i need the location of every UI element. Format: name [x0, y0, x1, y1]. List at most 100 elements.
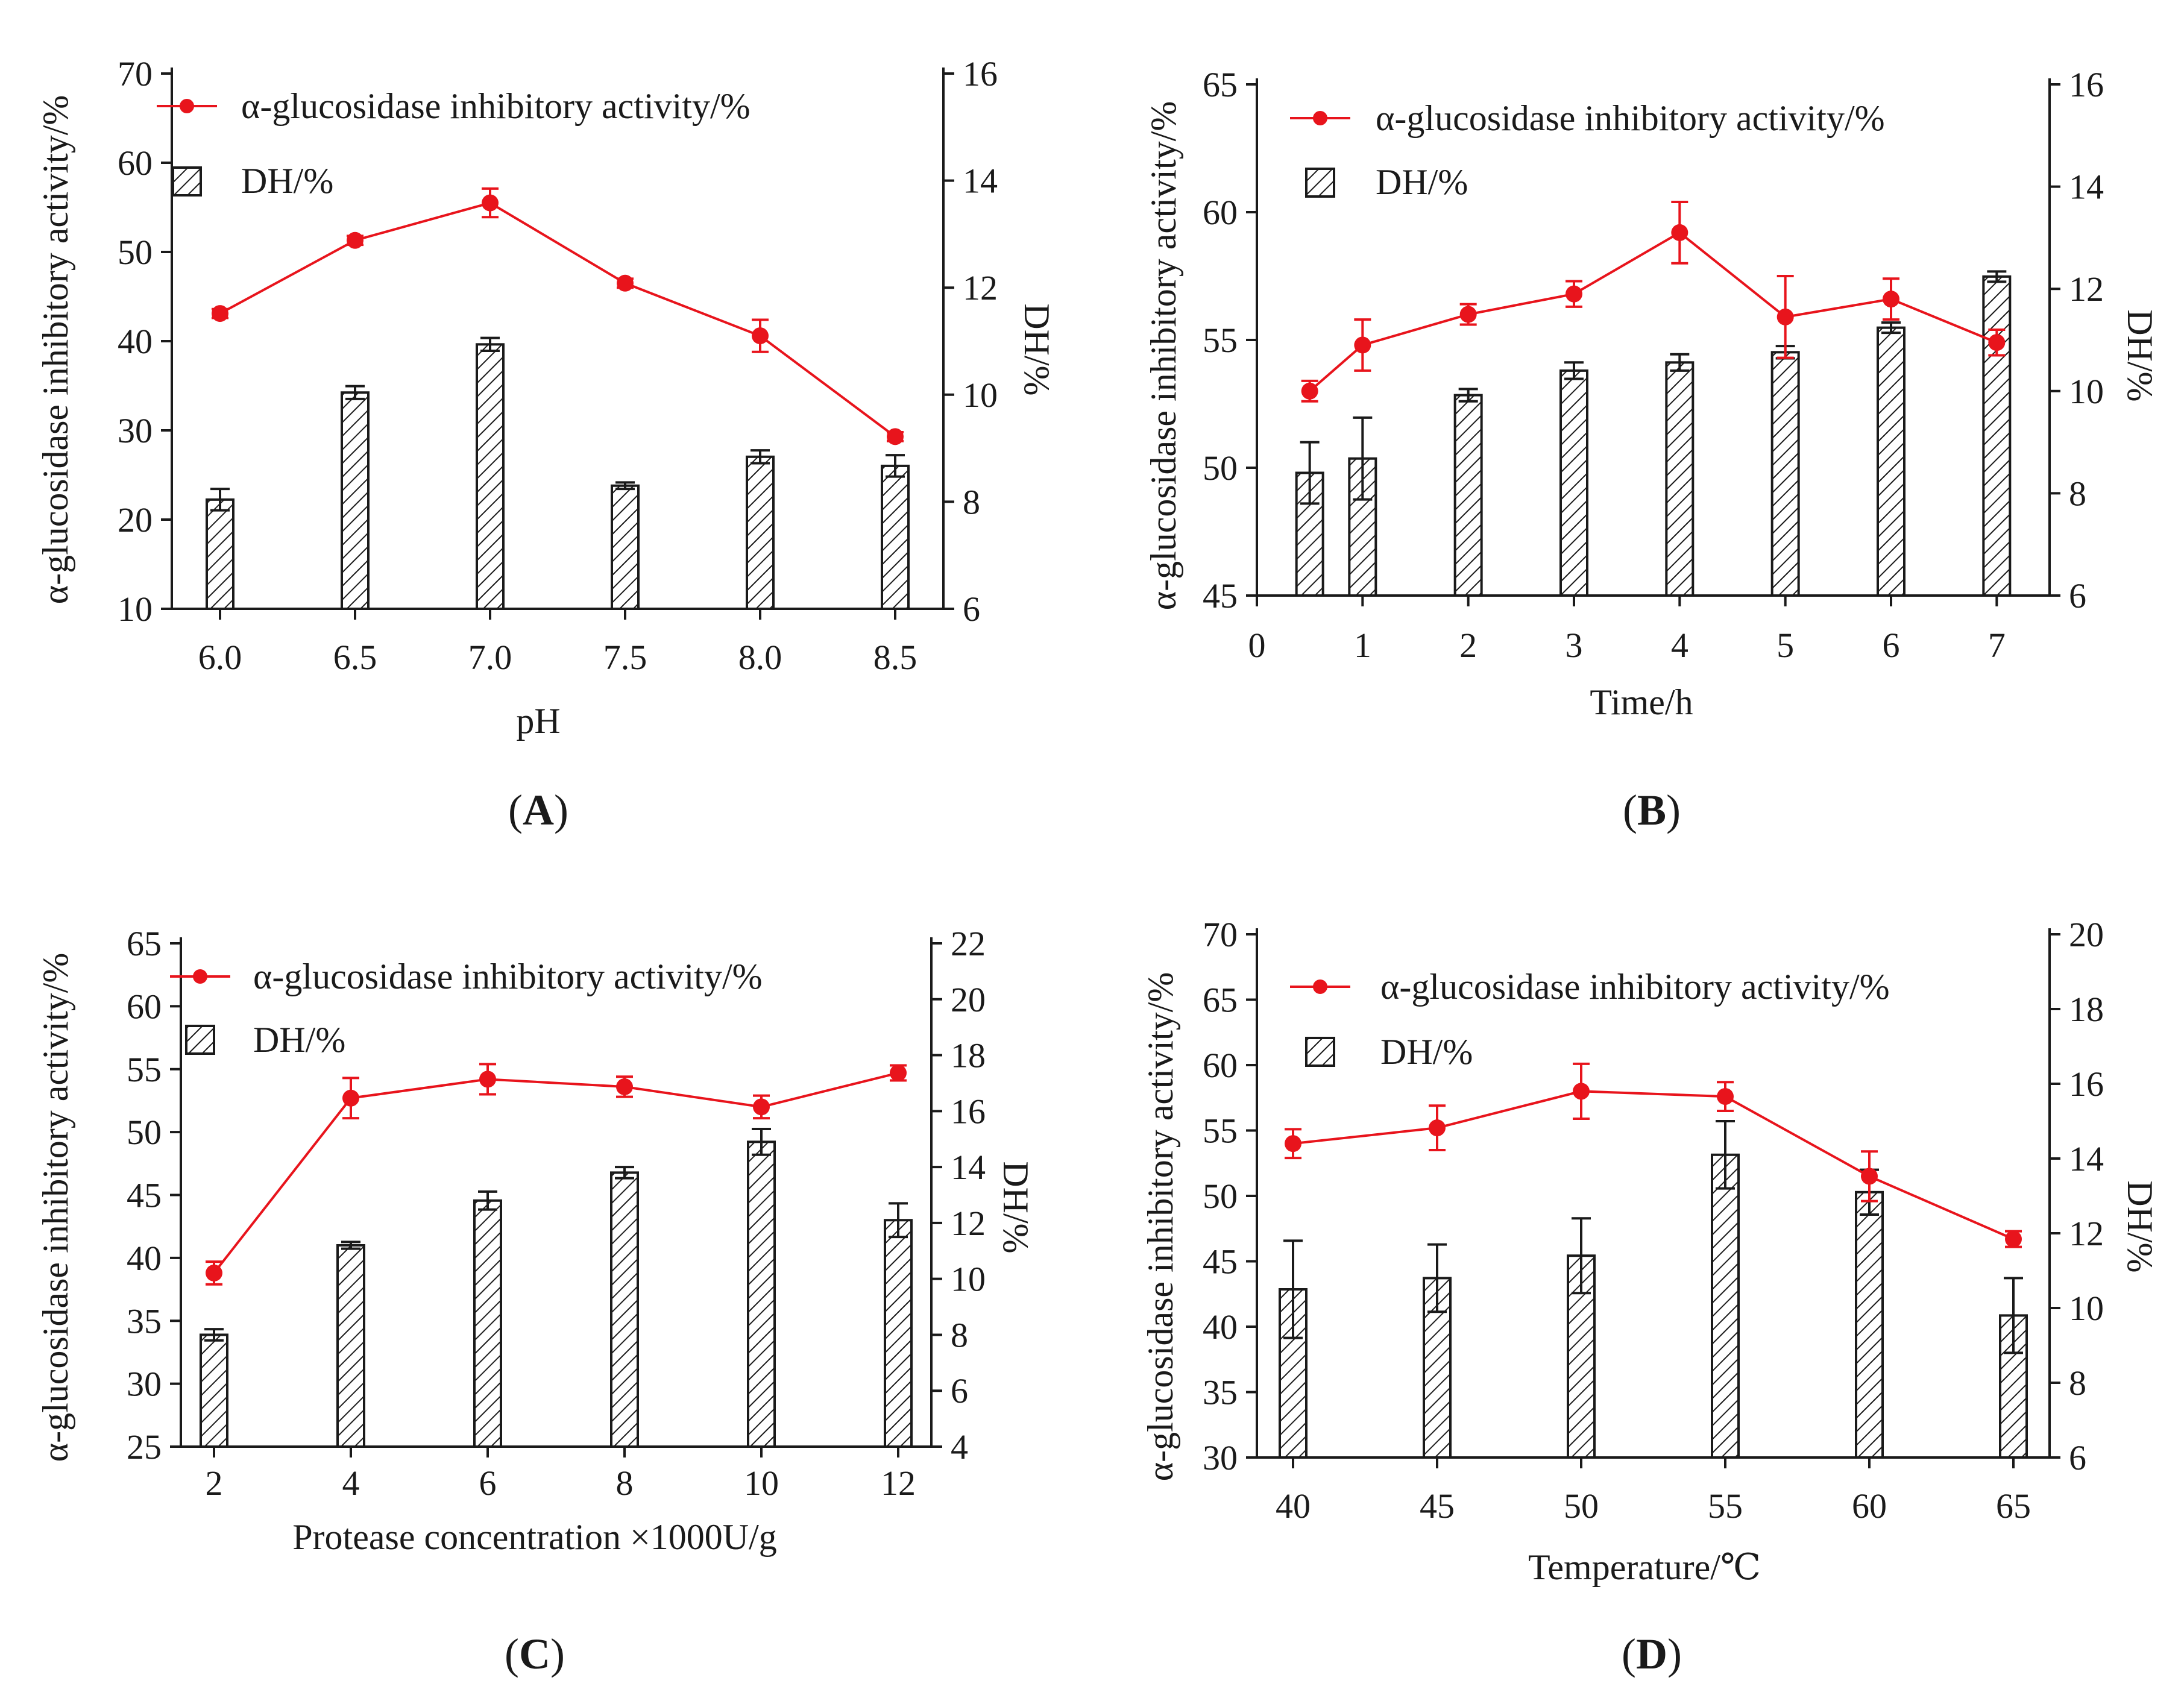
chart-d-line-point — [1861, 1168, 1878, 1185]
chart-c-legend-marker — [193, 969, 207, 984]
chart-b-line-point — [1776, 308, 1794, 325]
chart-b-right-axis-title: DH/% — [2120, 309, 2160, 401]
chart-c-bar — [336, 1244, 365, 1448]
chart-b-right-tick-label: 6 — [2069, 576, 2086, 615]
chart-c-left-tick-label: 30 — [127, 1365, 162, 1404]
chart-c-left-tick-label: 25 — [127, 1427, 162, 1467]
chart-a-x-tick-label: 6.0 — [198, 638, 242, 677]
chart-d-right-tick-label: 8 — [2069, 1363, 2086, 1403]
chart-b-legend-line-label: α-glucosidase inhibitory activity/% — [1376, 98, 1885, 138]
chart-c-left-axis-title: α-glucosidase inhibitory activity/% — [36, 953, 75, 1462]
chart-d-legend: α-glucosidase inhibitory activity/% DH/% — [1290, 967, 1890, 1072]
chart-a-line-point — [482, 194, 499, 212]
chart-d-bar — [1855, 1190, 1884, 1459]
chart-a-bar — [206, 498, 234, 611]
chart-b-x-tick-label: 1 — [1354, 626, 1371, 665]
chart-d-right-tick-label: 16 — [2069, 1064, 2104, 1104]
chart-c-x-tick-label: 12 — [881, 1464, 916, 1503]
chart-a-bar — [746, 455, 775, 610]
chart-b-line-point — [1671, 224, 1688, 241]
chart-b-panel-label: (B) — [1623, 786, 1681, 834]
chart-c-x-tick-label: 10 — [744, 1464, 779, 1503]
chart-b-x-tick-label: 7 — [1988, 626, 2006, 665]
chart-c-x-tick-label: 2 — [206, 1464, 223, 1503]
chart-a-bar — [611, 484, 640, 611]
chart-a-right-tick-label: 16 — [963, 54, 998, 93]
chart-d-left-tick-label: 30 — [1203, 1438, 1238, 1477]
chart-c-right-tick-label: 16 — [951, 1092, 986, 1131]
chart-d-plot: 30 35 40 45 50 55 60 65 70 6 8 10 12 14 16 18 20 40 45 50 55… — [1203, 915, 2104, 1526]
chart-a-x-tick-label: 6.5 — [333, 638, 377, 677]
chart-b-x-tick-label: 3 — [1566, 626, 1583, 665]
chart-a-right-tick-label: 6 — [963, 590, 980, 629]
chart-c-right-tick-label: 8 — [951, 1315, 968, 1354]
chart-b-left-tick-label: 55 — [1203, 321, 1238, 360]
chart-a-plot: 10 20 30 40 50 60 70 6 8 10 12 14 16 6.0 6.5 7.0 7.5 8.0 8… — [118, 54, 998, 677]
chart-d-left-tick-label: 40 — [1203, 1307, 1238, 1347]
chart-d-left-axis-title: α-glucosidase inhibitory activity/% — [1141, 972, 1180, 1482]
chart-c-line-point — [616, 1078, 633, 1095]
chart-a-left-tick-label: 10 — [118, 590, 153, 629]
chart-b-line-point — [1883, 291, 1899, 308]
chart-a-panel-label: (A) — [508, 786, 568, 834]
chart-c-left-tick-label: 40 — [127, 1239, 162, 1278]
chart-d-line-point — [2005, 1230, 2022, 1248]
chart-d-x-tick-label: 60 — [1852, 1486, 1887, 1526]
chart-d-legend-marker — [1313, 979, 1327, 994]
chart-b-legend-marker — [1313, 111, 1327, 125]
chart-a-right-tick-label: 12 — [963, 268, 998, 307]
chart-c-right-tick-label: 4 — [951, 1427, 968, 1467]
chart-c-line-point — [479, 1071, 496, 1088]
chart-c-legend-bar-swatch — [185, 1025, 215, 1055]
chart-b-bar — [1453, 394, 1483, 597]
chart-d-right-tick-label: 18 — [2069, 990, 2104, 1029]
chart-a-legend: α-glucosidase inhibitory activity/% DH/% — [157, 86, 751, 201]
chart-d-line-point — [1429, 1119, 1446, 1137]
chart-b-bar — [1770, 351, 1800, 597]
chart-a-x-tick-label: 7.5 — [603, 638, 647, 677]
chart-d-left-tick-label: 55 — [1203, 1112, 1238, 1151]
chart-d-x-tick-label: 65 — [1996, 1486, 2031, 1526]
chart-d-legend-bar-swatch — [1305, 1037, 1335, 1067]
chart-b-right-tick-label: 10 — [2069, 372, 2104, 411]
chart-d-legend-line-label: α-glucosidase inhibitory activity/% — [1380, 967, 1890, 1007]
chart-c-legend-line-label: α-glucosidase inhibitory activity/% — [253, 957, 763, 996]
chart-d-left-tick-label: 60 — [1203, 1046, 1238, 1085]
chart-c-left-tick-label: 65 — [127, 924, 162, 963]
chart-a-legend-line-label: α-glucosidase inhibitory activity/% — [241, 86, 751, 126]
chart-a-line-point — [887, 428, 904, 445]
chart-c-bar — [200, 1333, 228, 1448]
chart-d-bar — [1999, 1314, 2028, 1459]
chart-d-legend-bar-label: DH/% — [1380, 1032, 1473, 1072]
chart-c-right-tick-label: 22 — [951, 924, 986, 963]
chart-b-bar — [1982, 275, 2012, 597]
chart-b-left-axis-title: α-glucosidase inhibitory activity/% — [1144, 101, 1183, 611]
chart-c-x-tick-label: 4 — [342, 1464, 360, 1503]
chart-d-right-axis-title: DH/% — [2120, 1180, 2160, 1272]
chart-a-x-tick-label: 7.0 — [468, 638, 512, 677]
chart-a-right-tick-label: 10 — [963, 376, 998, 415]
chart-c-legend-bar-label: DH/% — [253, 1020, 345, 1060]
chart-c-right-tick-label: 12 — [951, 1204, 986, 1243]
chart-c-left-tick-label: 55 — [127, 1050, 162, 1089]
chart-b-x-tick-label: 2 — [1459, 626, 1477, 665]
chart-c-line-point — [206, 1264, 222, 1281]
chart-a-line-series — [219, 201, 896, 438]
chart-d-right-tick-label: 20 — [2069, 915, 2104, 954]
chart-c-line-point — [890, 1064, 907, 1082]
chart-b-x-tick-label: 0 — [1248, 626, 1266, 665]
chart-b-left-tick-label: 45 — [1203, 576, 1238, 615]
chart-panel-a: 10 20 30 40 50 60 70 6 8 10 12 14 16 6.0 6.5 7.0 7.5 8.0 8… — [36, 54, 1057, 834]
chart-a-line-point — [347, 231, 363, 249]
chart-c-right-axis-title: DH/% — [996, 1161, 1036, 1253]
chart-b-line-series — [1309, 231, 1998, 392]
chart-panel-d: 30 35 40 45 50 55 60 65 70 6 8 10 12 14 16 18 20 40 45 50 55… — [1141, 915, 2160, 1678]
chart-a-line-point — [617, 274, 634, 292]
chart-a-right-tick-label: 14 — [963, 162, 998, 201]
chart-a-legend-bar-label: DH/% — [241, 161, 333, 201]
chart-d-right-tick-label: 14 — [2069, 1139, 2104, 1178]
